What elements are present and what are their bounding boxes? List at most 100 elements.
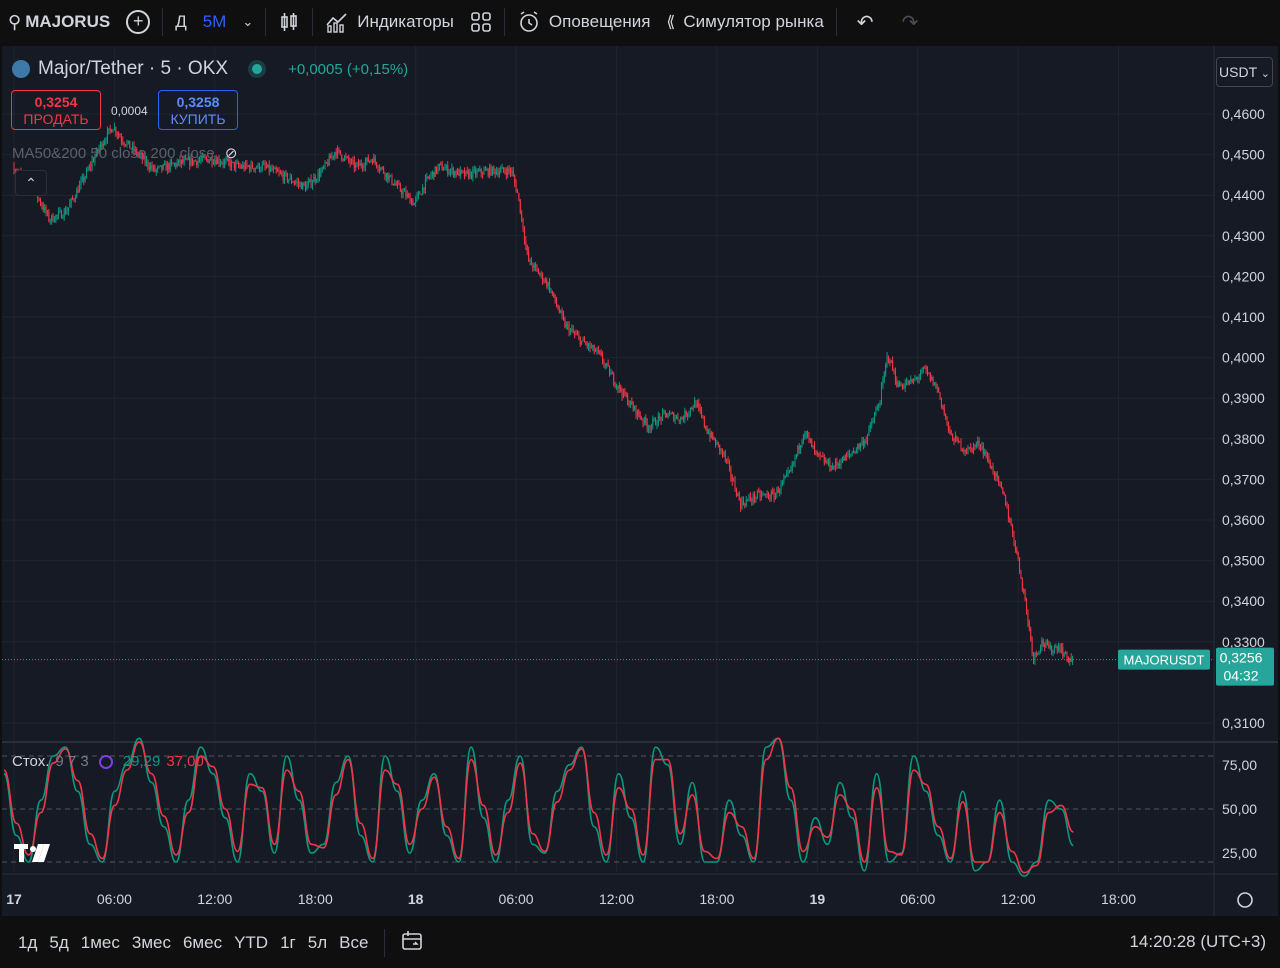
candle-body — [235, 163, 237, 169]
candle-body — [1059, 646, 1061, 653]
range-button[interactable]: 3мес — [131, 933, 171, 952]
candle-body — [641, 418, 643, 420]
candle-body — [219, 163, 221, 165]
candle-body — [275, 168, 277, 171]
rewind-icon: ⟪ — [666, 14, 676, 31]
candle-body — [935, 382, 937, 389]
candle-body — [116, 133, 118, 135]
alerts-button[interactable]: Оповещения — [509, 0, 659, 44]
indicators-icon — [326, 13, 347, 33]
interval-active[interactable]: 5М — [202, 12, 227, 31]
candle-body — [563, 314, 565, 319]
undo-button[interactable]: ↶ — [841, 0, 890, 44]
candle-body — [72, 198, 74, 200]
range-button[interactable]: 1мес — [80, 933, 120, 952]
candle-body — [533, 264, 535, 269]
candle-body — [463, 171, 465, 177]
candle-body — [606, 363, 608, 365]
collapse-legend-button[interactable]: ⌃ — [15, 170, 47, 196]
candle-body — [109, 128, 111, 130]
candle-body — [380, 167, 382, 170]
x-tick-label: 06:00 — [900, 891, 935, 907]
candle-body — [638, 410, 640, 416]
candle-body — [1038, 650, 1040, 654]
y-tick-label: 0,3300 — [1222, 634, 1265, 650]
candle-body — [755, 497, 757, 500]
candle-body — [616, 385, 617, 387]
candle-body — [256, 167, 258, 169]
redo-button[interactable]: ↷ — [890, 0, 931, 44]
candle-body — [685, 411, 687, 417]
interval-dropdown[interactable]: ⌄ — [234, 0, 261, 44]
candle-body — [617, 385, 619, 389]
candle-body — [759, 491, 761, 498]
sell-button[interactable]: 0,3254 ПРОДАТЬ — [11, 90, 101, 130]
candle-body — [367, 157, 369, 162]
legend-change: +0,0005 (+0,15%) — [288, 60, 409, 78]
candle-body — [846, 455, 848, 457]
chart-type-button[interactable] — [270, 0, 308, 44]
date-range-button[interactable] — [395, 930, 431, 957]
candle-body — [1020, 570, 1022, 579]
candle-body — [656, 424, 658, 426]
candle-body — [822, 456, 824, 458]
candle-body — [278, 171, 280, 173]
candle-body — [579, 336, 581, 345]
candle-body — [208, 160, 210, 163]
candle-body — [915, 378, 917, 380]
candle-body — [907, 381, 909, 385]
settings-gear-icon[interactable] — [1237, 892, 1253, 908]
candle-body — [476, 170, 478, 175]
candle-body — [553, 294, 555, 296]
replay-button[interactable]: ⟪ Симулятор рынка — [658, 0, 831, 44]
candle-body — [102, 143, 104, 148]
currency-select[interactable]: USDT ⌄ — [1216, 57, 1273, 87]
candle-body — [701, 410, 703, 416]
candle-body — [1003, 493, 1005, 495]
buy-button[interactable]: 0,3258 КУПИТЬ — [158, 90, 238, 130]
interval-day[interactable]: Д — [175, 12, 187, 31]
hidden-eye-icon[interactable]: ⊘ — [224, 145, 238, 162]
buy-price: 0,3258 — [176, 94, 220, 110]
range-button[interactable]: 6мес — [182, 933, 223, 952]
symbol-search[interactable]: ⚲ MAJORUS — [0, 0, 118, 44]
candle-body — [515, 182, 517, 192]
range-button[interactable]: YTD — [234, 933, 269, 952]
candle-body — [839, 464, 841, 466]
candle-body — [172, 162, 174, 165]
candle-body — [465, 170, 467, 177]
candle-body — [639, 415, 641, 419]
candle-body — [95, 149, 97, 157]
tradingview-logo — [14, 842, 52, 870]
candle-body — [882, 379, 884, 387]
range-button[interactable]: 5д — [49, 933, 69, 952]
candle-body — [258, 163, 260, 171]
chart-area[interactable]: 0,4600 0,4500 0,4400 0,4300 0,4200 0,4100 0,40… — [2, 46, 1278, 916]
stoch-line-k — [3, 737, 1075, 877]
candle-body — [101, 142, 103, 148]
candle-body — [413, 203, 415, 206]
candle-body — [954, 436, 956, 443]
layouts-button[interactable] — [462, 0, 500, 44]
candle-body — [525, 240, 527, 246]
candle-body — [596, 349, 598, 352]
spread-value: 0,0004 — [111, 104, 148, 118]
clock[interactable]: 14:20:28 (UTC+3) — [1129, 932, 1266, 951]
range-button[interactable]: 5л — [307, 933, 328, 952]
candle-body — [664, 411, 666, 414]
candle-body — [592, 345, 594, 348]
range-button[interactable]: 1д — [18, 933, 38, 952]
candle-body — [710, 432, 712, 438]
candle-body — [357, 162, 359, 166]
range-button[interactable]: Все — [339, 933, 369, 952]
compare-button[interactable]: + — [118, 0, 158, 44]
candle-body — [434, 166, 436, 177]
ma-indicator-label[interactable]: MA50&200 50 close 200 close ⊘ — [12, 144, 237, 162]
y-tick-label: 0,3400 — [1222, 593, 1265, 609]
price-chart[interactable]: 0,4600 0,4500 0,4400 0,4300 0,4200 0,4100 0,40… — [2, 46, 1278, 916]
indicators-button[interactable]: Индикаторы — [317, 0, 462, 44]
candle-body — [120, 137, 122, 141]
range-button[interactable]: 1г — [280, 933, 296, 952]
candle-body — [139, 154, 141, 156]
candle-body — [921, 368, 923, 375]
